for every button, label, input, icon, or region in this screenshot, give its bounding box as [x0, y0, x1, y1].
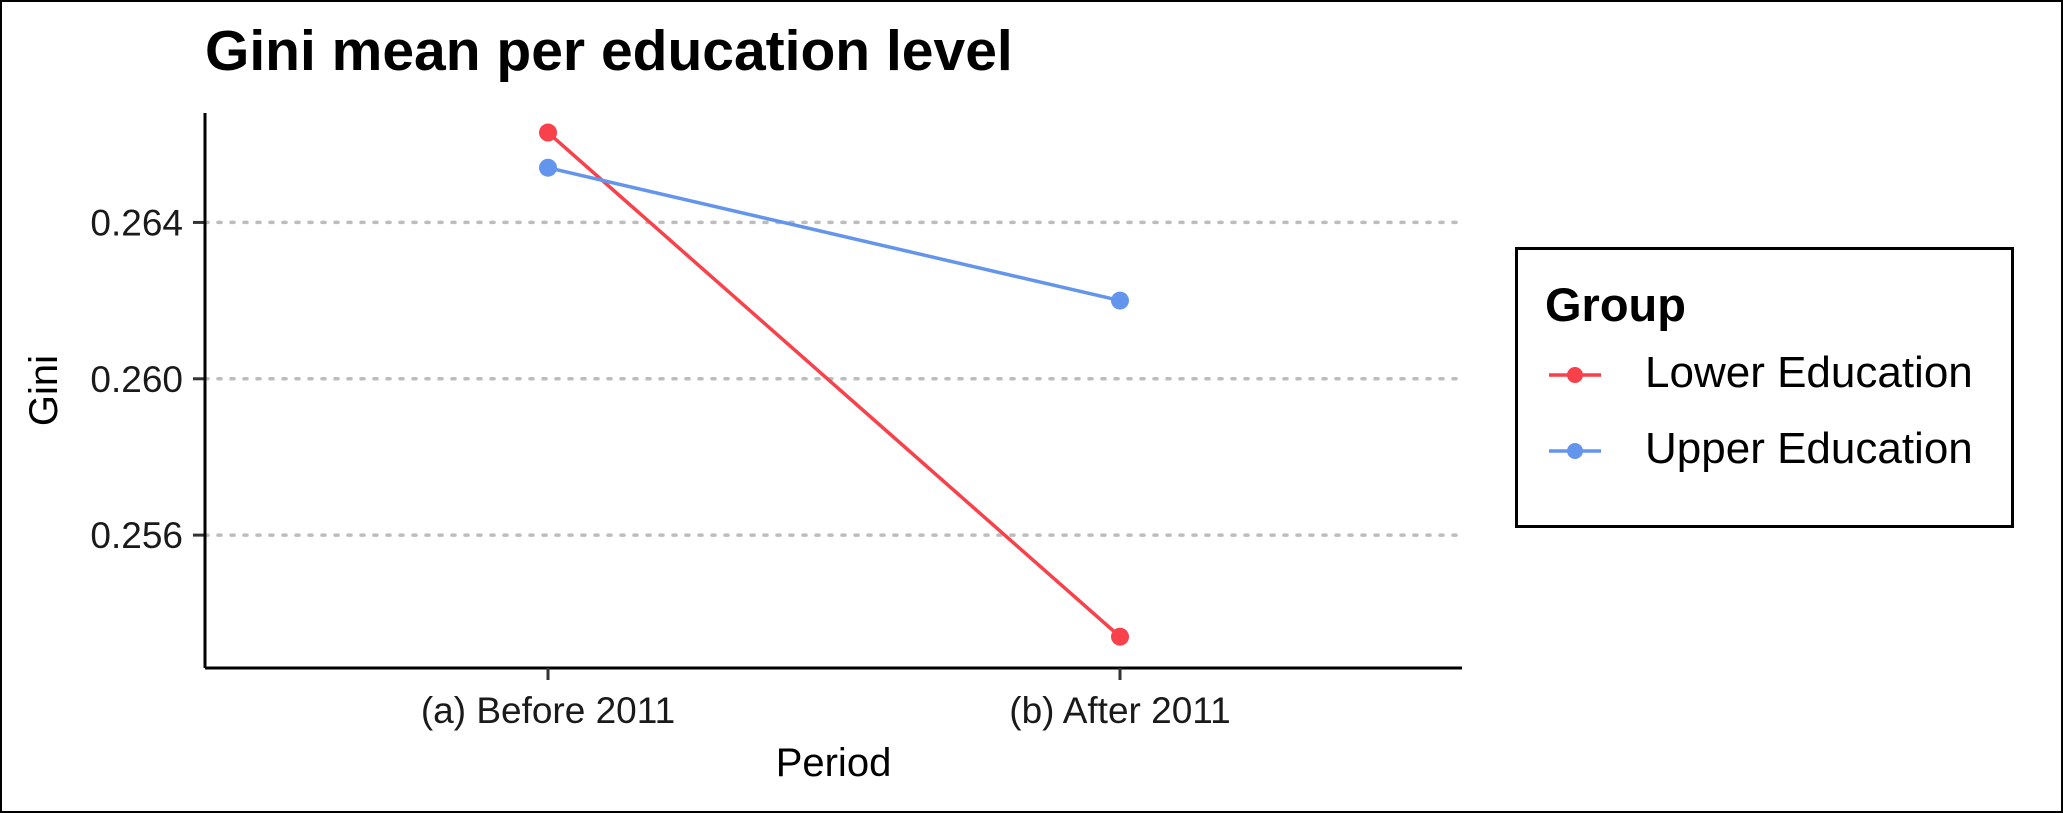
legend-item-lower-education: Lower Education [1545, 345, 2005, 405]
legend: Group Lower Education Upper Education [1515, 247, 2014, 528]
x-tick-label-1: (a) Before 2011 [421, 690, 675, 731]
data-point-lower-education-1 [539, 123, 557, 142]
legend-title: Group [1545, 278, 1686, 331]
y-axis-title: Gini [22, 355, 66, 426]
legend-key-lower-education [1549, 367, 1601, 383]
y-tick-label-0.256: 0.256 [90, 515, 183, 556]
x-tick-label-2: (b) After 2011 [1009, 690, 1230, 731]
data-point-lower-education-2 [1111, 627, 1129, 646]
legend-item-upper-education: Upper Education [1545, 421, 2005, 481]
data-point-upper-education-1 [539, 158, 557, 177]
y-tick-label-0.260: 0.260 [90, 359, 183, 400]
series-line-lower-education [546, 131, 1122, 639]
axis-labels: 0.256 0.260 0.264 (a) Before 2011 (b) After … [22, 202, 1231, 785]
y-tick-label-0.264: 0.264 [90, 202, 183, 243]
legend-label-upper-education: Upper Education [1645, 424, 1973, 473]
data-series [539, 123, 1129, 646]
chart-title: Gini mean per education level [205, 19, 1013, 83]
series-line-upper-education [547, 166, 1121, 303]
x-axis-title: Period [776, 741, 892, 785]
data-point-upper-education-2 [1111, 291, 1129, 310]
legend-label-lower-education: Lower Education [1645, 348, 1973, 397]
grid-lines [203, 220, 1464, 537]
legend-key-upper-education [1549, 443, 1601, 459]
axes [193, 113, 1462, 680]
